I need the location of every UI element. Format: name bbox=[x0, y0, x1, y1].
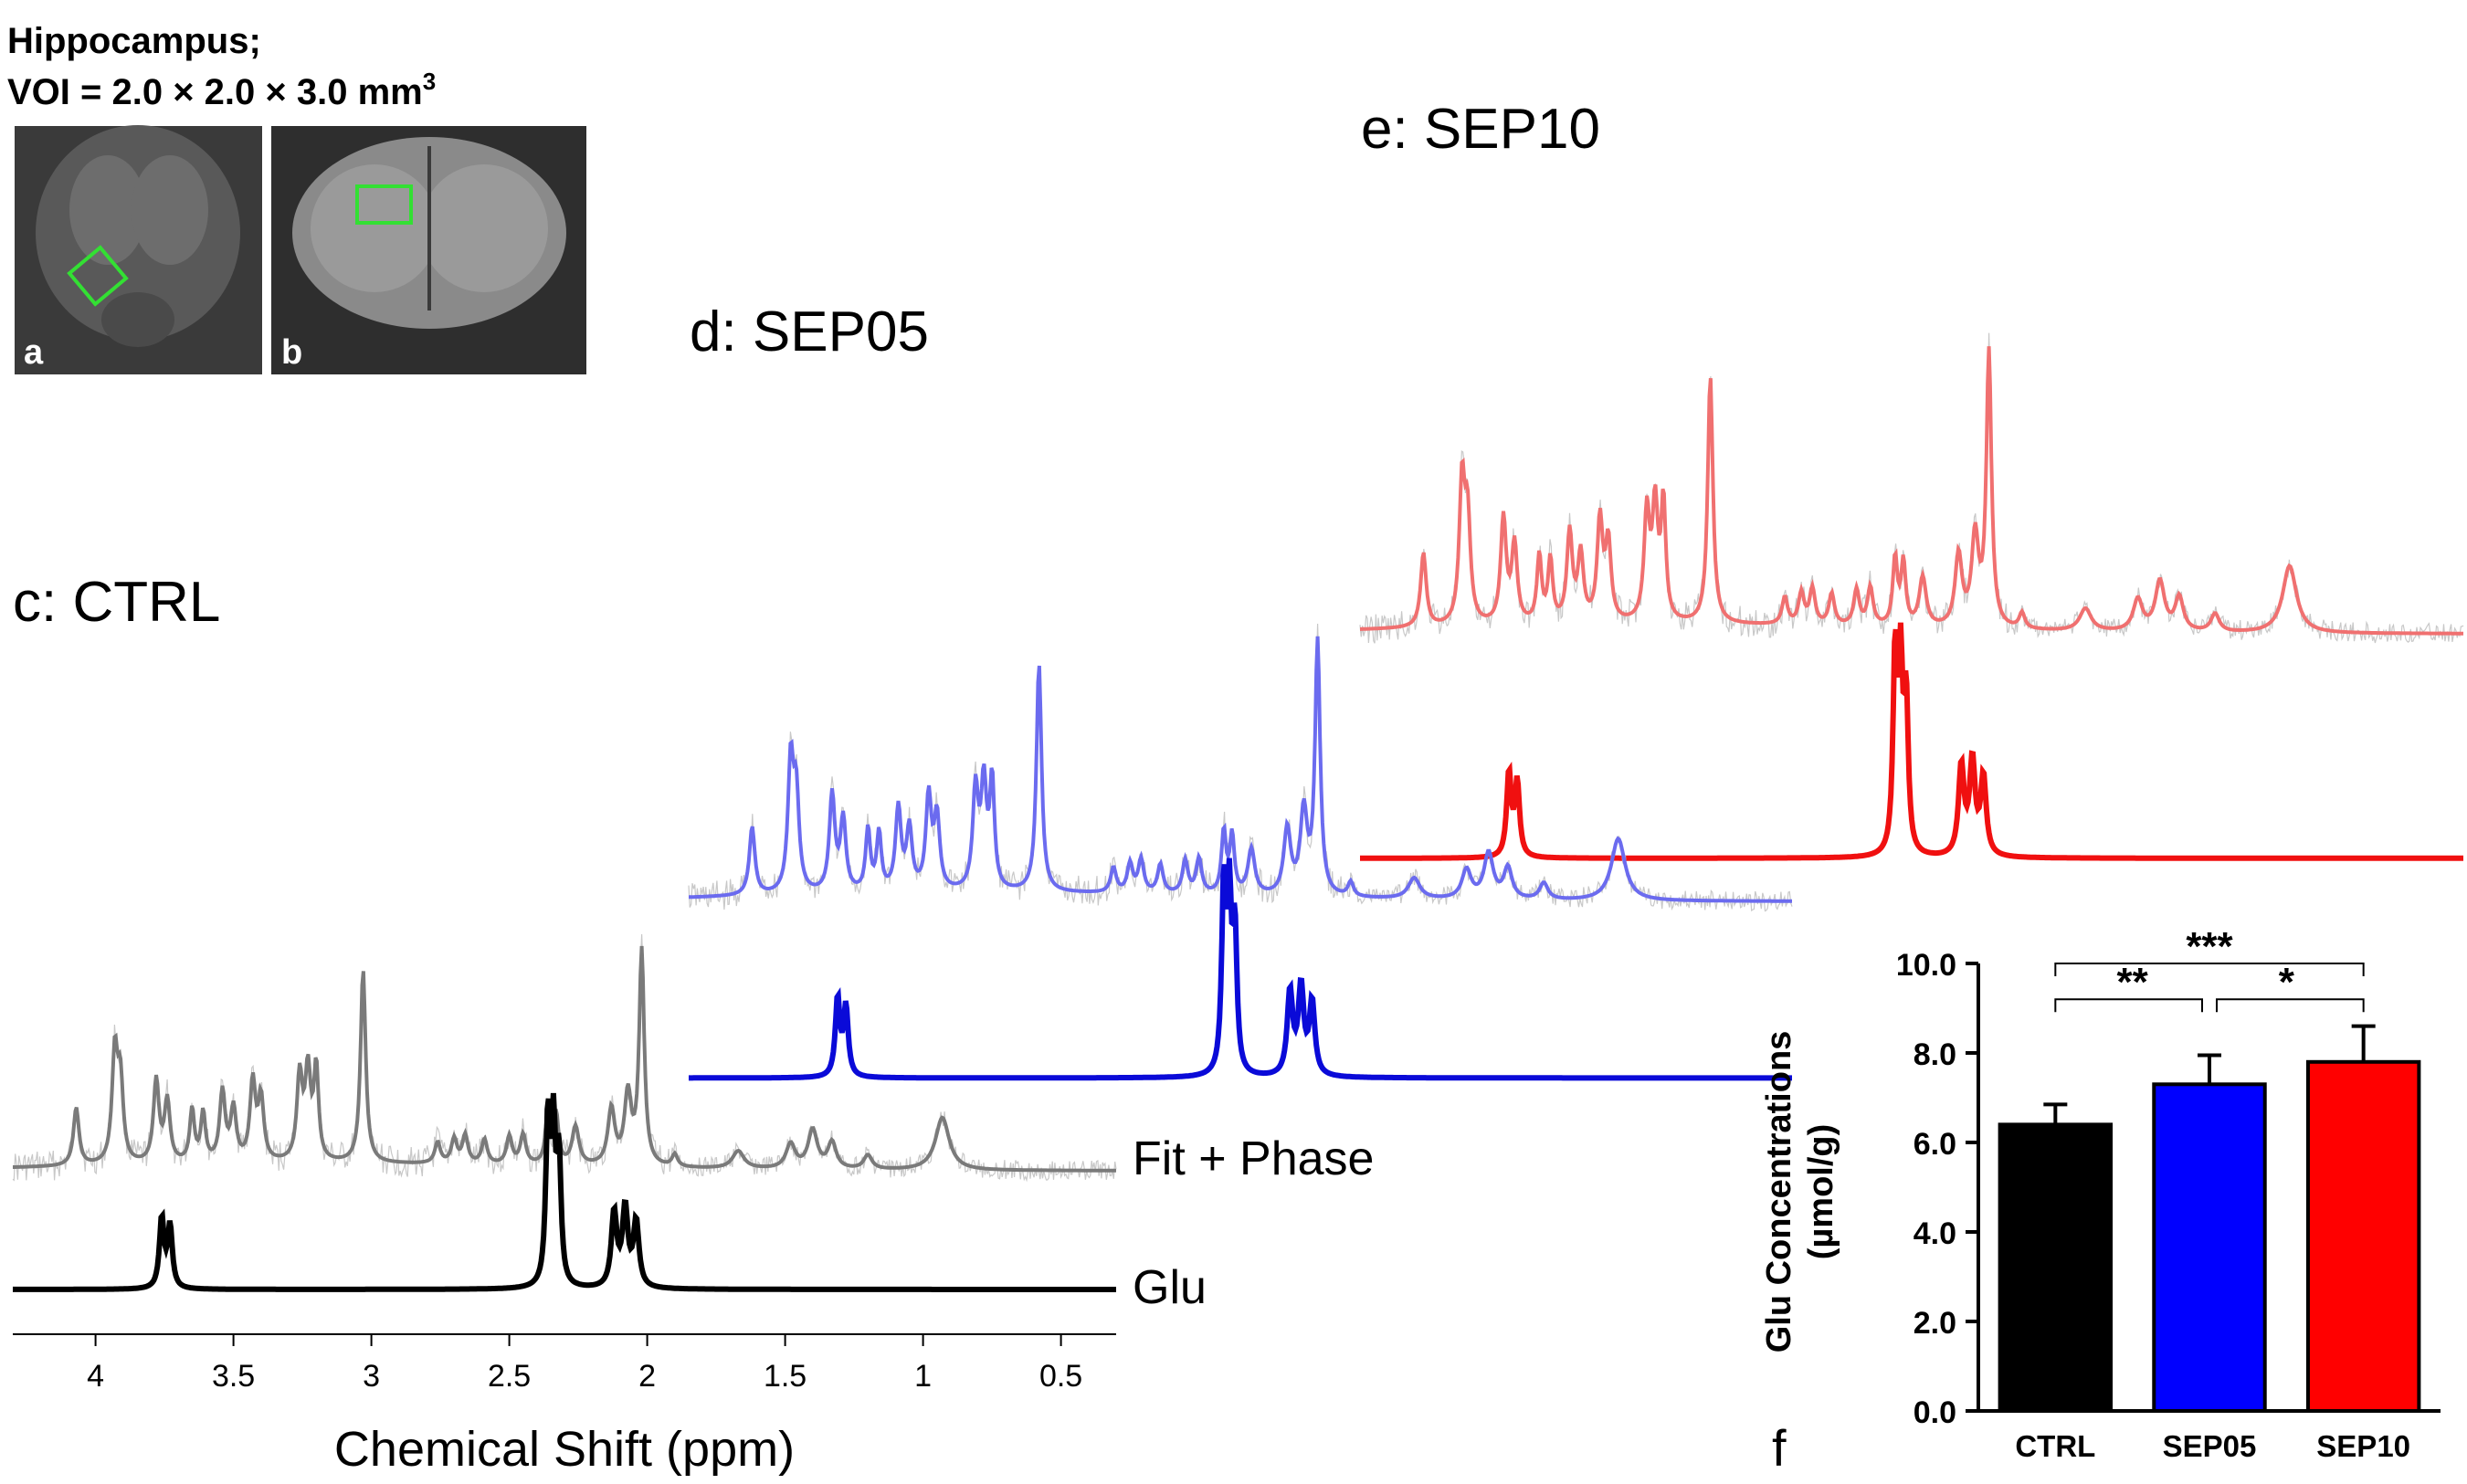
fit-phase-label: Fit + Phase bbox=[1133, 1132, 1374, 1185]
bar-chart-x-tick-label: SEP10 bbox=[2316, 1429, 2410, 1463]
bar-chart-glu: 0.02.04.06.08.010.0 CTRL SEP05 SEP10 ** ***… bbox=[1760, 924, 2441, 1477]
spectrum-sep05 bbox=[688, 623, 1793, 1081]
mri-b-voi-box bbox=[355, 184, 413, 225]
significance-label: *** bbox=[2186, 924, 2233, 969]
title-voi-text: VOI = 2.0 × 2.0 × 3.0 mm bbox=[7, 72, 423, 112]
significance-label: ** bbox=[2117, 960, 2149, 1005]
spectrum-x-tick-label: 1.5 bbox=[764, 1359, 807, 1394]
spectrum-sep05-fit-trace bbox=[689, 636, 1792, 903]
spectrum-x-tick-label: 3.5 bbox=[212, 1359, 255, 1394]
spectrum-sep10-fit-trace bbox=[1360, 346, 2463, 636]
title-superscript: 3 bbox=[423, 68, 436, 95]
mri-a-voi-box bbox=[67, 245, 129, 307]
mri-b-hemisphere-left bbox=[311, 164, 438, 292]
spectrum-x-axis-title: Chemical Shift (ppm) bbox=[334, 1422, 795, 1477]
mri-image-b: b bbox=[271, 126, 586, 374]
bar-chart-x-tick-label: CTRL bbox=[2015, 1429, 2095, 1463]
mri-a-cerebellum bbox=[101, 292, 174, 347]
mri-a-hemisphere-right bbox=[132, 155, 208, 265]
significance-bracket bbox=[2216, 998, 2365, 1013]
bar-chart-y-tick-label: 6.0 bbox=[1914, 1127, 1956, 1162]
spectrum-x-tick-label: 1 bbox=[914, 1359, 932, 1394]
significance-label: * bbox=[2279, 960, 2295, 1005]
bar-ctrl bbox=[1998, 1122, 2114, 1414]
spectrum-x-axis: 4 3.5 3 2.5 2 1.5 1 0.5 bbox=[13, 1333, 1116, 1394]
bar-chart-bars bbox=[1998, 1024, 2421, 1414]
spectrum-ctrl-glu-trace bbox=[13, 1092, 1116, 1292]
spectrum-x-ticks: 4 3.5 3 2.5 2 1.5 1 0.5 bbox=[87, 1334, 1082, 1394]
bar-chart-x-labels: CTRL SEP05 SEP10 bbox=[2015, 1429, 2410, 1463]
spectrum-ctrl bbox=[12, 933, 1117, 1292]
spectrum-x-tick-label: 2.5 bbox=[488, 1359, 531, 1394]
spectrum-x-tick-label: 0.5 bbox=[1039, 1359, 1082, 1394]
bar-chart-ylabel-line2: (µmol/g) bbox=[1802, 1124, 1840, 1260]
spectrum-x-tick-label: 4 bbox=[87, 1359, 104, 1394]
bar-sep05 bbox=[2152, 1082, 2267, 1414]
title-line-1: Hippocampus; bbox=[7, 21, 261, 61]
spectrum-sep10-glu-trace bbox=[1360, 622, 2463, 861]
bar-chart-ylabel-line1: Glu Concentrations bbox=[1760, 1031, 1798, 1353]
bar-chart-y-tick-label: 10.0 bbox=[1896, 948, 1956, 983]
glu-label: Glu bbox=[1133, 1261, 1207, 1314]
mri-image-a: a bbox=[15, 125, 262, 374]
bar-chart-y-tick-label: 2.0 bbox=[1914, 1306, 1956, 1341]
panel-label-sep05: d: SEP05 bbox=[690, 300, 929, 363]
spectrum-sep05-glu-trace bbox=[689, 858, 1792, 1081]
bar-chart-y-tick-label: 0.0 bbox=[1914, 1395, 1956, 1430]
bar-chart-y-ticks: 0.0 2.0 4.0 6.0 8.0 10.0 bbox=[1896, 948, 1978, 1430]
spectrum-sep10 bbox=[1359, 332, 2464, 861]
mri-b-hemisphere-right bbox=[420, 164, 548, 292]
bar-chart-panel-label: f bbox=[1772, 1419, 1787, 1477]
spectrum-x-tick-label: 3 bbox=[363, 1359, 380, 1394]
title-line-2: VOI = 2.0 × 2.0 × 3.0 mm3 bbox=[7, 68, 436, 112]
significance-bracket bbox=[2054, 963, 2365, 976]
mri-a-label: a bbox=[24, 333, 44, 372]
mri-b-label: b bbox=[281, 333, 302, 372]
mri-a-hemisphere-left bbox=[69, 155, 146, 265]
bar-sep10 bbox=[2305, 1059, 2421, 1414]
spectrum-ctrl-fit-trace bbox=[13, 945, 1116, 1173]
panel-label-sep10: e: SEP10 bbox=[1361, 98, 1600, 161]
bar-chart-y-tick-label: 8.0 bbox=[1914, 1037, 1956, 1072]
panel-label-ctrl: c: CTRL bbox=[13, 571, 220, 634]
significance-bracket bbox=[2054, 998, 2203, 1013]
spectrum-x-tick-label: 2 bbox=[638, 1359, 656, 1394]
bar-chart-significance: ** **** bbox=[2054, 924, 2365, 1013]
bar-chart-y-tick-label: 4.0 bbox=[1914, 1216, 1956, 1251]
bar-chart-x-tick-label: SEP05 bbox=[2163, 1429, 2257, 1463]
